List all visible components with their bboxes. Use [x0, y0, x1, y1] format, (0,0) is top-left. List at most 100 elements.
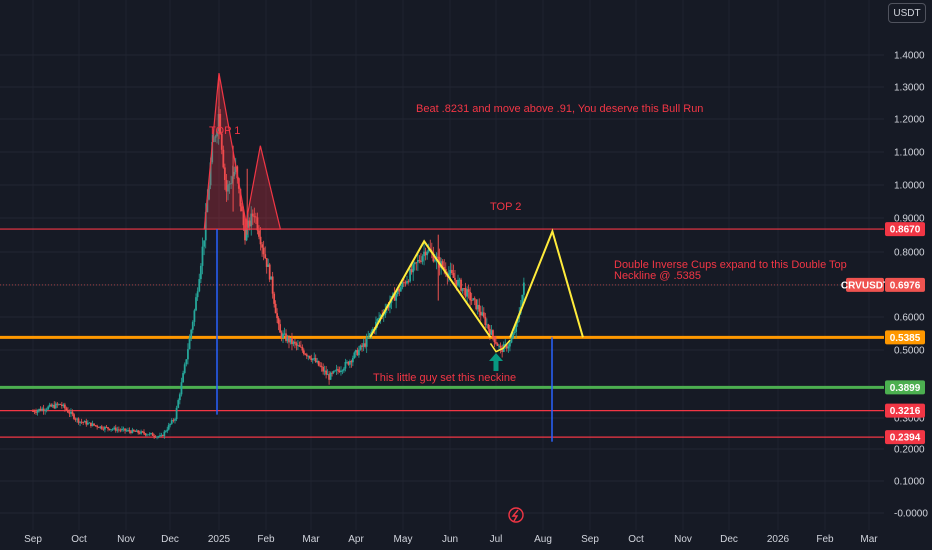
- candle-body: [242, 211, 245, 226]
- candle-body: [376, 319, 379, 322]
- candle-body: [347, 361, 350, 365]
- candle-body: [220, 133, 223, 150]
- x-tick-label: Apr: [348, 534, 364, 545]
- candle-body: [183, 364, 186, 374]
- price-badge: [885, 330, 925, 345]
- logo-icon[interactable]: [508, 507, 524, 523]
- candle-body: [334, 370, 336, 372]
- candle-body: [364, 343, 367, 347]
- candle-body: [124, 428, 126, 431]
- price-axis[interactable]: 1.4000 1.3000 1.2000 1.1000 1.0000 0.9000 0.80…: [894, 51, 928, 520]
- candle-body: [481, 312, 484, 316]
- candle-body: [131, 429, 134, 433]
- time-axis[interactable]: Sep Oct Nov Dec 2025 Feb Mar Apr May Jun Jul Aug Sep…: [24, 534, 878, 545]
- candle-body: [127, 430, 129, 431]
- candle-body: [172, 420, 175, 421]
- candle-body: [340, 370, 342, 373]
- x-tick-label: Oct: [71, 534, 87, 545]
- candle-body: [472, 298, 475, 301]
- candle-body: [190, 329, 193, 338]
- candle-body: [244, 225, 246, 241]
- candle-body: [180, 382, 183, 395]
- candle-body: [201, 246, 204, 266]
- candle-body: [177, 400, 180, 408]
- candle-body: [211, 142, 214, 163]
- candle-body: [271, 276, 274, 294]
- candle-body: [44, 410, 47, 411]
- price-badge: [885, 380, 925, 395]
- candle-body: [452, 272, 455, 278]
- candle-body: [274, 303, 277, 314]
- candle-body: [267, 264, 270, 267]
- x-tick-label: Sep: [581, 534, 599, 545]
- price-badge: [885, 430, 925, 445]
- candle-body: [216, 131, 218, 137]
- candle-body: [259, 236, 262, 245]
- candle-body: [276, 313, 279, 319]
- candle-body: [70, 411, 72, 414]
- candle-body: [522, 282, 525, 295]
- candle-body: [42, 408, 45, 411]
- candle-body: [99, 426, 102, 428]
- candle-body: [341, 370, 344, 372]
- candle-body: [258, 230, 260, 237]
- candle-body: [423, 251, 425, 257]
- grid: [0, 0, 884, 530]
- candle-body: [103, 426, 106, 430]
- candle-body: [460, 279, 462, 291]
- currency-button[interactable]: USDT: [888, 3, 926, 23]
- candle-body: [286, 337, 289, 341]
- patterns: [203, 73, 584, 442]
- candle-body: [495, 342, 497, 344]
- candle-body: [150, 433, 153, 434]
- candle-body: [490, 330, 493, 335]
- x-tick-label: 2026: [767, 534, 790, 545]
- top2-pattern-right: [509, 228, 584, 338]
- candle-body: [505, 344, 508, 349]
- candle-body: [110, 429, 113, 431]
- candle-body: [175, 407, 178, 420]
- candle-body: [132, 429, 135, 432]
- x-tick-label: Sep: [24, 534, 42, 545]
- candle-body: [234, 166, 237, 172]
- price-badge-label: 0.5385: [890, 333, 921, 344]
- candle-body: [515, 323, 518, 332]
- candle-body: [365, 337, 368, 347]
- candle-body: [222, 149, 225, 168]
- candle-body: [311, 358, 314, 361]
- candle-body: [154, 436, 157, 438]
- candle-body: [128, 430, 131, 432]
- candle-body: [209, 162, 212, 186]
- candle-body: [50, 404, 53, 407]
- candle-body: [245, 227, 248, 241]
- candle-body: [248, 220, 251, 227]
- candle-body: [304, 354, 307, 355]
- candle-body: [393, 293, 396, 301]
- candle-body: [279, 324, 281, 333]
- candle-body: [415, 262, 418, 264]
- candle-body: [59, 404, 62, 405]
- candle-body: [350, 361, 353, 363]
- candle-body: [156, 436, 158, 438]
- candle-body: [196, 291, 199, 298]
- candle-body: [395, 294, 398, 301]
- candle-body: [320, 366, 323, 368]
- candle-body: [164, 431, 167, 433]
- candle-body: [335, 369, 338, 371]
- candle-body: [292, 341, 295, 345]
- candle-body: [166, 429, 169, 432]
- candle-body: [116, 429, 119, 431]
- candle-body: [38, 408, 40, 411]
- candle-body: [496, 343, 499, 346]
- x-tick-label: Feb: [816, 534, 834, 545]
- candle-body: [182, 373, 184, 383]
- candle-body: [251, 213, 254, 217]
- candle-body: [250, 213, 253, 227]
- candle-body: [488, 328, 491, 335]
- candle-body: [80, 421, 83, 423]
- candle-body: [406, 281, 408, 284]
- candle-body: [36, 410, 39, 413]
- candle-body: [451, 269, 453, 273]
- candle-body: [93, 423, 95, 426]
